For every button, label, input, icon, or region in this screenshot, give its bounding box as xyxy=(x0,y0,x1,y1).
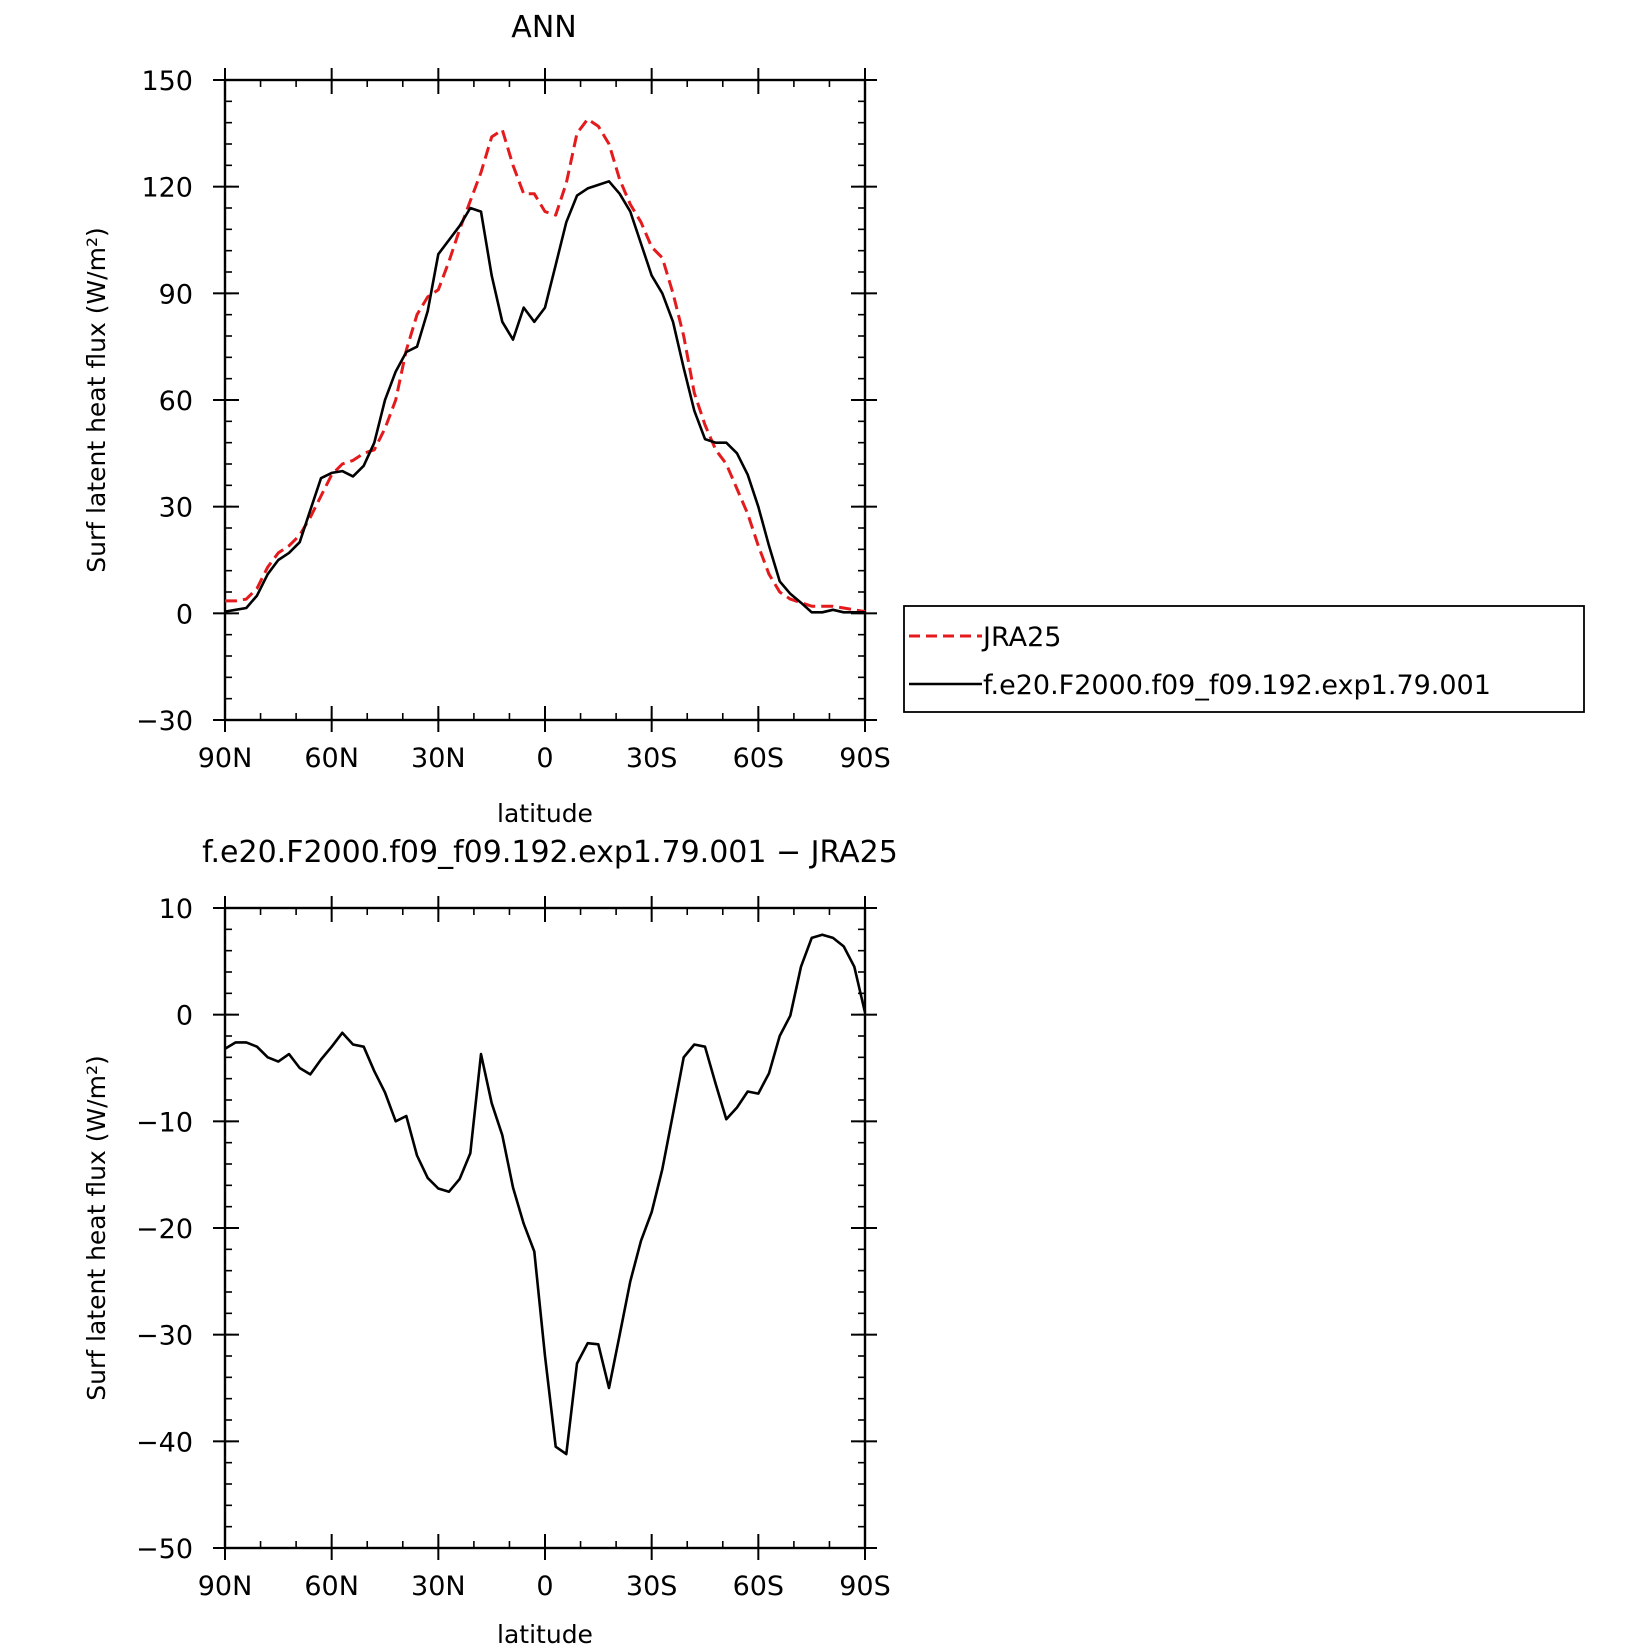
top-chart-title: ANN xyxy=(511,10,576,45)
bottom-plot-frame xyxy=(223,906,867,1550)
top-series-line-f-e20-f2000-f09-f09-192-exp1-79-001 xyxy=(224,180,865,614)
bottom-y-tick-label: −40 xyxy=(136,1427,193,1458)
bottom-x-tick-label: 30N xyxy=(411,1571,466,1602)
top-y-tick-label: 150 xyxy=(141,66,193,97)
top-panel: ANN 90N 60N 30N 0 30S 60S 90S−300306090120150 … xyxy=(82,10,891,828)
bottom-series-line-0 xyxy=(224,933,867,1456)
bottom-x-tick-label: 90S xyxy=(839,1571,891,1602)
bottom-y-tick-label: −20 xyxy=(136,1214,193,1245)
bottom-panel: f.e20.F2000.f09_f09.192.exp1.79.001 − JR… xyxy=(82,835,898,1649)
legend-label-model: f.e20.F2000.f09_f09.192.exp1.79.001 xyxy=(983,670,1491,701)
top-y-tick-label: 90 xyxy=(159,279,193,310)
top-x-axis-label: latitude xyxy=(497,799,593,828)
top-y-tick-label: 30 xyxy=(159,493,193,524)
bottom-x-tick-label: 60S xyxy=(733,1571,785,1602)
bottom-x-tick-label: 30S xyxy=(626,1571,678,1602)
bottom-y-axis-label: Surf latent heat flux (W/m²) xyxy=(82,1055,111,1400)
top-x-tick-label: 90S xyxy=(839,743,891,774)
top-x-tick-label: 90N xyxy=(198,743,253,774)
top-x-tick-label: 60S xyxy=(733,743,785,774)
top-ticks: 90N 60N 30N 0 30S 60S 90S −30 0 30 60 90 120 150 xyxy=(136,66,891,774)
legend-box xyxy=(903,605,1585,713)
bottom-chart-title: f.e20.F2000.f09_f09.192.exp1.79.001 − JR… xyxy=(202,835,898,870)
bottom-x-axis-label: latitude xyxy=(497,1620,593,1649)
top-x-tick-label: 60N xyxy=(304,743,359,774)
top-x-tick-label: 30N xyxy=(411,743,466,774)
top-x-tick-label: 0 xyxy=(536,743,553,774)
top-series-line-jra25 xyxy=(225,117,866,614)
top-y-tick-label: 60 xyxy=(159,386,193,417)
bottom-y-tick-label: 0 xyxy=(176,1001,193,1032)
bottom-y-tick-label: 10 xyxy=(159,894,193,925)
top-y-tick-label: 120 xyxy=(141,173,193,204)
bottom-ticks: 90N 60N 30N 0 30S 60S 90S −50 −40 −30 −20 −10 0 10 xyxy=(136,894,891,1602)
bottom-lines xyxy=(224,933,867,1456)
bottom-y-tick-label: −30 xyxy=(136,1321,193,1352)
top-y-axis-label: Surf latent heat flux (W/m²) xyxy=(82,227,111,572)
bottom-x-tick-label: 90N xyxy=(198,1571,253,1602)
bottom-x-tick-label: 60N xyxy=(304,1571,359,1602)
bottom-y-tick-label: −50 xyxy=(136,1534,193,1565)
legend-label-jra25: JRA25 xyxy=(981,622,1061,653)
bottom-x-tick-label: 0 xyxy=(536,1571,553,1602)
legend: JRA25 f.e20.F2000.f09_f09.192.exp1.79.00… xyxy=(903,605,1585,713)
top-y-tick-label: −30 xyxy=(136,706,193,737)
bottom-y-tick-label: −10 xyxy=(136,1107,193,1138)
top-plot-frame xyxy=(223,78,867,722)
top-y-tick-label: 0 xyxy=(176,599,193,630)
top-x-tick-label: 30S xyxy=(626,743,678,774)
top-lines xyxy=(224,117,866,614)
